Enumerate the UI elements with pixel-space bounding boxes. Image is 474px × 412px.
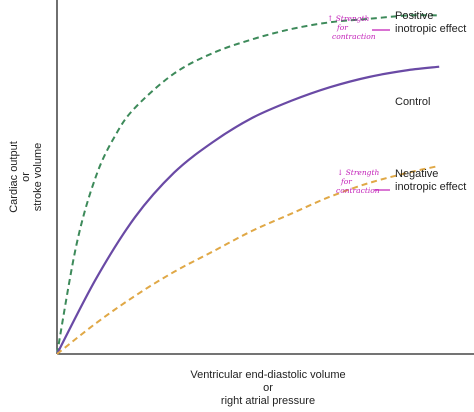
annotation-increase: ↑ Strength for contraction (327, 14, 390, 41)
annotation-increase-line-3: contraction (332, 32, 376, 41)
x-axis-label-line-1: Ventricular end-diastolic volume (190, 369, 345, 381)
series-label-negative: Negative inotropic effect (395, 168, 466, 193)
series-line-positive (56, 14, 440, 355)
series-label-negative-line-1: Negative (395, 168, 438, 180)
annotation-decrease-line-1: ↓ Strength (337, 168, 379, 177)
annotation-decrease: ↓ Strength for contraction (336, 168, 390, 195)
series-label-positive-line-2: inotropic effect (395, 23, 466, 35)
series-line-negative (56, 164, 440, 355)
annotation-increase-line-1: ↑ Strength (327, 14, 369, 23)
y-axis-label: Cardiac output or stroke volume (8, 141, 44, 213)
annotation-increase-line-2: for (336, 23, 348, 32)
x-axis-label-line-3: right atrial pressure (221, 395, 315, 407)
series-label-control: Control (395, 96, 430, 108)
series-label-positive: Positive inotropic effect (395, 10, 466, 35)
y-axis-label-line-1: Cardiac output (8, 141, 20, 213)
series-line-control (56, 65, 440, 355)
axes (56, 0, 474, 355)
annotation-decrease-line-2: for (340, 177, 352, 186)
y-axis-label-line-2: or (20, 172, 32, 182)
series-label-positive-line-1: Positive (395, 10, 434, 22)
x-axis-label: Ventricular end-diastolic volume or righ… (190, 369, 345, 407)
annotation-decrease-line-3: contraction (336, 186, 380, 195)
series-label-negative-line-2: inotropic effect (395, 181, 466, 193)
series-layer (56, 14, 440, 355)
x-axis-label-line-2: or (263, 382, 273, 394)
y-axis-label-line-3: stroke volume (32, 143, 44, 211)
